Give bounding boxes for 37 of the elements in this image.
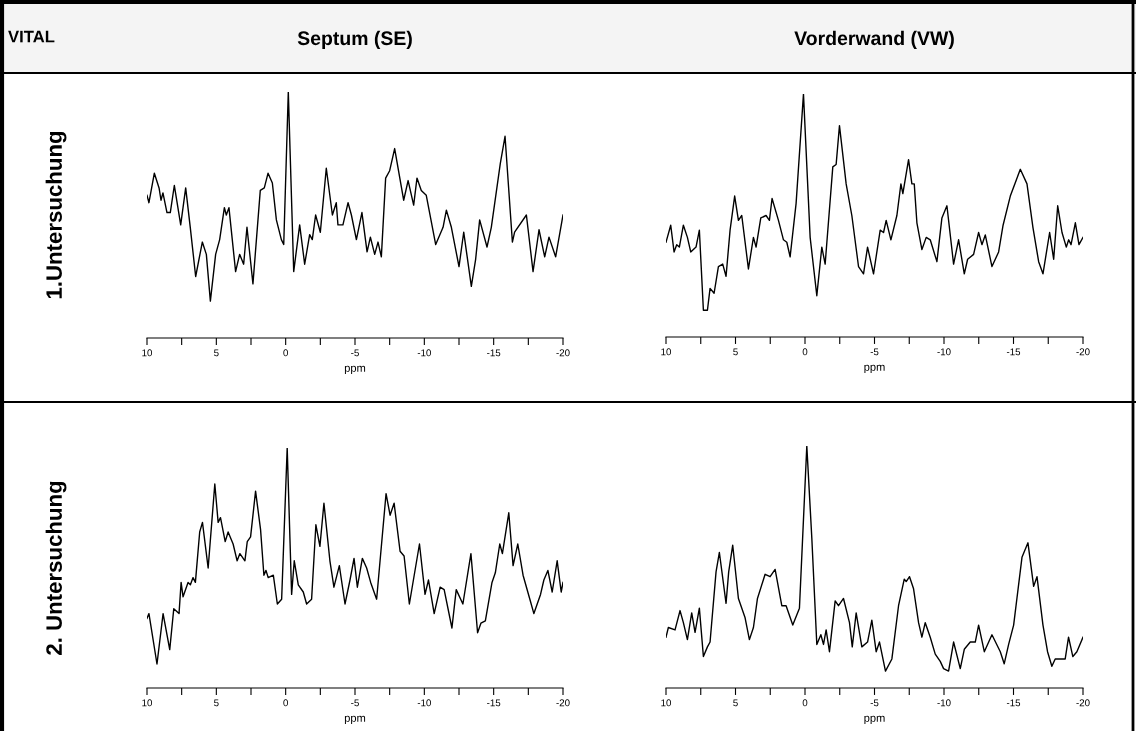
x-tick-label: 5 <box>733 699 738 707</box>
y-axis-title: 2. Untersuchung <box>45 481 67 655</box>
x-tick-label: -15 <box>1006 348 1021 356</box>
x-tick-label: 0 <box>283 699 288 707</box>
x-tick-label: 5 <box>214 349 219 357</box>
x-axis-title: ppm <box>864 715 885 725</box>
chart-title: Vorderwand (VW) <box>794 30 954 49</box>
x-tick-label: -15 <box>487 349 501 357</box>
x-tick-label: -10 <box>937 699 951 707</box>
x-tick-label: -15 <box>1006 699 1021 707</box>
x-tick-label: 10 <box>142 349 153 357</box>
x-tick-label: -10 <box>937 348 951 356</box>
x-tick-label: 0 <box>283 349 288 357</box>
x-tick-label: 10 <box>661 348 672 356</box>
text: VITAL <box>8 30 55 43</box>
x-tick-label: 5 <box>733 348 738 356</box>
x-tick-label: -15 <box>487 699 501 707</box>
x-tick-label: -5 <box>870 699 879 707</box>
x-tick-label: -10 <box>417 349 431 357</box>
x-tick-label: -5 <box>870 348 879 356</box>
x-tick-label: 10 <box>661 699 672 707</box>
x-axis-title: ppm <box>864 364 885 374</box>
x-tick-label: 10 <box>142 699 153 707</box>
x-tick-label: 0 <box>802 348 808 356</box>
x-tick-label: -5 <box>351 699 359 707</box>
x-tick-label: 5 <box>214 699 219 707</box>
x-tick-label: 0 <box>802 699 808 707</box>
x-axis-title: ppm <box>344 715 366 725</box>
x-tick-label: -5 <box>351 349 359 357</box>
chart-title: Septum (SE) <box>297 30 412 49</box>
x-tick-label: -20 <box>1076 699 1090 707</box>
x-tick-label: -20 <box>1076 348 1090 356</box>
x-tick-label: -20 <box>556 699 570 707</box>
x-tick-label: -20 <box>556 349 570 357</box>
y-axis-title: 1.Untersuchung <box>45 131 67 299</box>
x-tick-label: -10 <box>417 699 431 707</box>
x-axis-title: ppm <box>344 365 366 375</box>
